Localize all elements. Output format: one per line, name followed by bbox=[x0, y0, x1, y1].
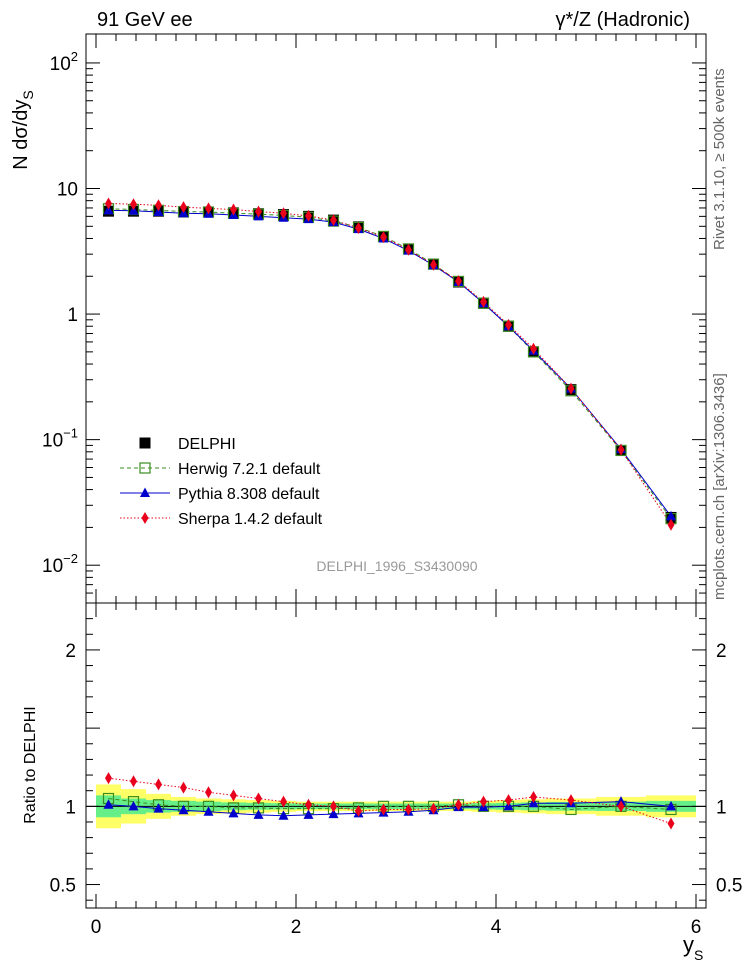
y-tick-label: 102 bbox=[50, 49, 78, 75]
ratio-y-tick-label: 0.5 bbox=[50, 876, 76, 897]
sherpa-point bbox=[505, 794, 512, 807]
ratio-axes: 0 2 4 6 2 2 1 1 0.5 0.5 bbox=[50, 602, 742, 938]
sherpa-point bbox=[130, 775, 137, 788]
sherpa-line bbox=[108, 202, 672, 526]
ratio-y-tick-label-right: 0.5 bbox=[716, 876, 742, 897]
pythia-point bbox=[666, 800, 676, 811]
sherpa-point bbox=[617, 800, 625, 813]
pythia-point bbox=[278, 810, 289, 820]
y-tick-label: 10 bbox=[57, 180, 78, 201]
sherpa-point bbox=[355, 221, 362, 234]
ratio-y-tick-label-right: 1 bbox=[716, 797, 727, 818]
sherpa-point bbox=[330, 800, 337, 813]
sherpa-point bbox=[155, 778, 162, 791]
sherpa-point bbox=[280, 795, 287, 808]
pythia-point bbox=[253, 809, 264, 819]
ratio-series bbox=[102, 772, 677, 830]
x-tick-label: 0 bbox=[91, 917, 102, 938]
header-right: γ*/Z (Hadronic) bbox=[556, 9, 690, 31]
pythia-point bbox=[303, 809, 314, 819]
ratio-y-tick-label-right: 2 bbox=[716, 641, 727, 662]
legend-label-pythia: Pythia 8.308 default bbox=[178, 486, 320, 503]
sherpa-point bbox=[430, 258, 437, 271]
sherpa-point bbox=[455, 275, 462, 288]
xlabel-text: y bbox=[683, 932, 694, 957]
sherpa-point bbox=[205, 786, 212, 799]
y-tick-label: 10−1 bbox=[42, 426, 78, 452]
sherpa-point bbox=[530, 342, 537, 355]
x-tick-label: 4 bbox=[491, 917, 502, 938]
sherpa-point bbox=[380, 803, 387, 816]
sherpa-point bbox=[405, 803, 412, 816]
delphi-point bbox=[139, 437, 151, 449]
legend-label-delphi: DELPHI bbox=[178, 436, 236, 453]
herwig-line bbox=[108, 208, 672, 519]
ratio-frame bbox=[85, 602, 707, 909]
sherpa-point bbox=[617, 443, 625, 456]
sherpa-point bbox=[667, 817, 675, 830]
pythia-point bbox=[228, 807, 239, 818]
x-tick-label: 2 bbox=[291, 917, 302, 938]
sherpa-point bbox=[480, 295, 487, 308]
sherpa-point bbox=[180, 201, 187, 214]
pythia-point bbox=[140, 487, 150, 497]
pythia-point bbox=[178, 804, 189, 815]
sherpa-point bbox=[180, 781, 187, 794]
legend-label-sherpa: Sherpa 1.4.2 default bbox=[178, 511, 323, 528]
rivet-note: Rivet 3.1.10, ≥ 500k events bbox=[711, 68, 728, 250]
sherpa-point bbox=[430, 802, 437, 815]
main-ylabel: N dσ/dyS bbox=[10, 90, 36, 170]
sherpa-point bbox=[355, 805, 362, 818]
sherpa-point bbox=[567, 794, 575, 807]
sherpa-point bbox=[305, 798, 312, 811]
sherpa-point bbox=[255, 205, 262, 218]
sherpa-point bbox=[480, 795, 487, 808]
pythia-point bbox=[103, 799, 114, 809]
main-series bbox=[102, 197, 677, 531]
ratio-y-tick-label: 1 bbox=[65, 797, 76, 818]
analysis-tag: DELPHI_1996_S3430090 bbox=[316, 558, 477, 574]
sherpa-point bbox=[530, 790, 537, 803]
sherpa-point bbox=[230, 203, 237, 216]
pythia-point bbox=[153, 803, 164, 813]
pythia-point bbox=[328, 808, 339, 819]
y-tick-label: 1 bbox=[67, 305, 78, 326]
sherpa-point bbox=[380, 231, 387, 244]
sherpa-point bbox=[130, 198, 137, 211]
sherpa-point bbox=[280, 207, 287, 220]
pythia-point bbox=[203, 806, 214, 816]
x-tick-label: 6 bbox=[691, 917, 702, 938]
sherpa-point bbox=[105, 197, 112, 210]
sherpa-point bbox=[567, 382, 575, 395]
sherpa-point bbox=[455, 798, 462, 811]
legend-label-herwig: Herwig 7.2.1 default bbox=[178, 461, 321, 478]
sherpa-point bbox=[255, 792, 262, 805]
sherpa-point bbox=[330, 214, 337, 227]
main-ylabel-sub: S bbox=[20, 90, 36, 99]
sherpa-point bbox=[155, 199, 162, 212]
pythia-point bbox=[666, 510, 676, 521]
sherpa-point bbox=[230, 789, 237, 802]
sherpa-point bbox=[405, 243, 412, 256]
herwig-point bbox=[139, 462, 151, 474]
xlabel-sub: S bbox=[694, 947, 703, 963]
ratio-ylabel: Ratio to DELPHI bbox=[22, 706, 39, 823]
pythia-point bbox=[128, 800, 139, 811]
legend: DELPHI Herwig 7.2.1 default Pythia 8.308 d… bbox=[120, 436, 323, 528]
sherpa-point bbox=[105, 772, 112, 785]
y-tick-label: 10−2 bbox=[42, 551, 78, 577]
sherpa-point bbox=[205, 202, 212, 215]
sherpa-point bbox=[505, 318, 512, 331]
main-ylabel-text: N dσ/dy bbox=[10, 100, 32, 170]
header-left: 91 GeV ee bbox=[97, 9, 193, 31]
sherpa-point bbox=[667, 518, 675, 531]
mcplots-note: mcplots.cern.ch [arXiv:1306.3436] bbox=[711, 373, 728, 600]
ratio-y-tick-label: 2 bbox=[65, 641, 76, 662]
sherpa-point bbox=[305, 209, 312, 222]
sherpa-point bbox=[141, 512, 149, 524]
pythia-point bbox=[103, 204, 114, 215]
xlabel: yS bbox=[683, 932, 703, 963]
